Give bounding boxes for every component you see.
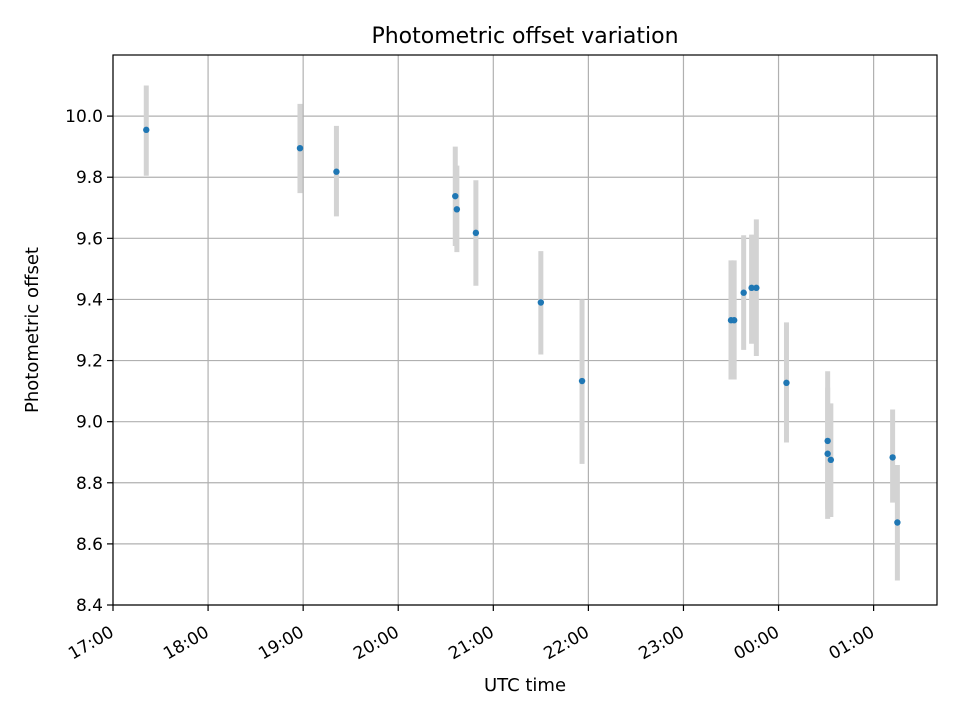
x-axis-ticks: 17:00 18:00 19:00 20:00 21:00 22:00 23:00 00:00… — [65, 605, 878, 664]
data-point — [824, 450, 831, 457]
x-tick-label: 17:00 — [65, 622, 117, 664]
x-tick-label: 20:00 — [350, 622, 402, 664]
plot-background — [113, 55, 937, 605]
chart-title: Photometric offset variation — [371, 24, 678, 49]
grid — [112, 55, 937, 606]
data-point — [894, 519, 901, 526]
y-tick-label: 8.6 — [76, 535, 103, 555]
y-tick-label: 8.8 — [76, 474, 103, 494]
data-points — [143, 126, 901, 526]
data-point — [824, 437, 831, 445]
y-tick-label: 9.4 — [76, 290, 103, 310]
plot-frame — [112, 54, 938, 606]
data-point — [748, 284, 755, 292]
data-point — [889, 454, 896, 461]
data-point — [740, 289, 747, 296]
x-tick-label: 23:00 — [636, 622, 688, 664]
data-point — [730, 317, 738, 324]
x-tick-label: 01:00 — [826, 622, 878, 664]
x-tick-label: 19:00 — [255, 622, 307, 664]
data-point — [753, 284, 760, 292]
data-point — [296, 144, 304, 152]
data-point — [453, 206, 461, 213]
x-tick-label: 00:00 — [731, 622, 783, 664]
data-point — [537, 299, 545, 306]
y-tick-label: 9.0 — [76, 413, 103, 433]
x-tick-label: 22:00 — [540, 622, 592, 664]
data-point — [452, 192, 459, 200]
x-tick-label: 21:00 — [445, 622, 497, 664]
y-tick-label: 9.8 — [76, 168, 103, 188]
x-tick-label: 18:00 — [160, 622, 212, 664]
y-axis-label: Photometric offset — [22, 247, 43, 413]
data-point — [578, 377, 586, 385]
x-axis-label: UTC time — [484, 675, 566, 696]
data-point — [143, 126, 150, 134]
y-tick-label: 8.4 — [76, 596, 103, 616]
data-point — [827, 456, 835, 464]
y-axis-ticks: 8.4 8.6 8.8 9.0 9.2 9.4 9.6 9.8 10.0 — [65, 107, 113, 616]
y-tick-label: 9.2 — [76, 352, 103, 372]
data-point — [333, 168, 340, 175]
data-point — [472, 229, 480, 237]
y-tick-label: 10.0 — [65, 107, 103, 127]
y-tick-label: 9.6 — [76, 229, 103, 249]
data-point — [783, 379, 790, 387]
